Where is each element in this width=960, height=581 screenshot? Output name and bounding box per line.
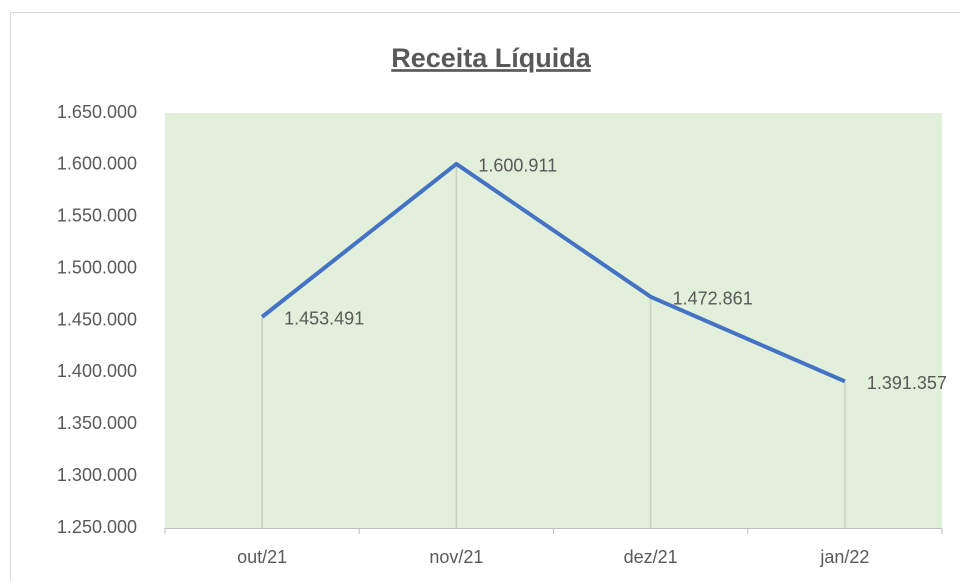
y-tick-label: 1.350.000 [57,413,137,433]
y-tick-label: 1.500.000 [57,257,137,277]
data-label: 1.472.861 [673,289,753,309]
y-tick-label: 1.250.000 [57,517,137,537]
x-tick-label: nov/21 [429,547,483,567]
line-series [260,161,846,384]
data-label: 1.600.911 [478,156,557,176]
y-tick-label: 1.300.000 [57,465,137,485]
y-tick-label: 1.600.000 [57,154,137,174]
y-tick-label: 1.450.000 [57,309,137,329]
x-tick-label: jan/22 [819,547,869,567]
x-tick-label: out/21 [237,547,287,567]
y-tick-label: 1.400.000 [57,361,137,381]
data-label: 1.391.357 [867,373,947,393]
y-tick-label: 1.650.000 [57,102,137,122]
y-tick-label: 1.550.000 [57,206,137,226]
plot-area [165,113,942,528]
data-label: 1.453.491 [284,309,364,329]
chart-title: Receita Líquida [391,43,592,73]
x-tick-label: dez/21 [624,547,678,567]
